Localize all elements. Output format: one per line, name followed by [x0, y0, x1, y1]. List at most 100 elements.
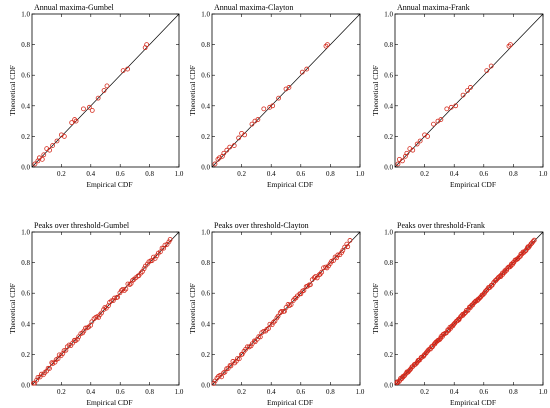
y-tick-label: 0.0: [21, 382, 30, 390]
y-tick-label: 0.4: [21, 102, 30, 110]
data-point: [54, 138, 60, 144]
data-point: [154, 253, 160, 259]
data-point: [123, 286, 129, 292]
data-point: [425, 347, 431, 353]
y-tick-label: 0.2: [201, 133, 210, 141]
data-point: [414, 141, 420, 147]
x-tick-label: 0.4: [450, 388, 459, 396]
data-point: [86, 104, 92, 110]
data-point: [221, 150, 227, 156]
x-tick-label: 1.0: [539, 170, 548, 178]
data-point: [37, 374, 43, 380]
data-point: [211, 381, 217, 386]
x-axis-label: Empirical CDF: [450, 180, 496, 189]
x-tick-label: 0.8: [326, 388, 335, 396]
data-point: [484, 68, 490, 74]
data-point: [438, 117, 444, 122]
data-point: [285, 302, 291, 307]
data-point: [112, 295, 117, 301]
plot-frame: [31, 231, 180, 386]
y-tick-label: 0.6: [21, 72, 30, 80]
data-point: [157, 249, 163, 255]
data-point: [162, 242, 168, 248]
x-tick-label: 1.0: [175, 170, 184, 178]
x-axis-label: Empirical CDF: [267, 180, 313, 189]
chart-title: Annual maxima-Clayton: [214, 3, 293, 12]
data-point: [255, 117, 261, 122]
data-point: [212, 161, 218, 167]
data-point: [101, 88, 107, 93]
reference-line: [211, 13, 361, 168]
data-point: [242, 132, 247, 138]
data-point: [144, 42, 150, 47]
y-tick-label: 0.2: [384, 351, 393, 359]
data-point: [231, 143, 237, 148]
y-tick-label: 1.0: [384, 11, 393, 19]
data-point: [60, 351, 66, 356]
data-point: [110, 298, 116, 303]
y-tick-label: 0.4: [384, 102, 393, 110]
y-tick-label: 0.2: [21, 133, 30, 141]
data-point: [301, 288, 307, 293]
data-point: [257, 334, 263, 340]
data-point: [404, 150, 410, 156]
data-point: [47, 366, 52, 371]
x-tick-label: 0.6: [479, 388, 488, 396]
chart-panel-5: Peaks over threshold-Clayton 0.0 0.2 0.4 0.6…: [188, 221, 365, 407]
data-point: [96, 315, 102, 320]
x-tick-label: 0.2: [57, 388, 66, 396]
y-tick-label: 0.0: [384, 164, 393, 172]
y-tick-label: 0.4: [201, 320, 210, 328]
x-tick-label: 1.0: [539, 388, 548, 396]
data-point: [161, 245, 167, 251]
y-axis-label: Theoretical CDF: [8, 65, 17, 116]
x-tick-label: 0.2: [237, 170, 246, 178]
chart-panel-3: Annual maxima-Frank 0.0 0.2 0.4 0.6 0.8 1.0 0.2…: [371, 3, 548, 189]
y-tick-label: 0.0: [201, 382, 210, 390]
data-point: [399, 158, 405, 164]
data-point: [74, 336, 80, 342]
y-tick-label: 0.0: [201, 164, 210, 172]
y-tick-label: 1.0: [384, 229, 393, 237]
y-tick-label: 1.0: [21, 11, 30, 19]
data-point: [461, 311, 467, 317]
y-tick-label: 1.0: [201, 229, 210, 237]
data-point: [448, 104, 454, 110]
data-point: [61, 348, 67, 354]
data-point: [217, 372, 223, 378]
data-point: [219, 374, 224, 380]
data-point: [323, 43, 329, 49]
x-tick-label: 0.4: [86, 388, 95, 396]
data-point: [115, 294, 121, 300]
data-point: [267, 321, 273, 327]
y-tick-label: 1.0: [21, 229, 30, 237]
data-point: [307, 282, 313, 288]
data-point: [236, 356, 242, 362]
data-point: [523, 248, 529, 254]
x-tick-label: 1.0: [356, 170, 365, 178]
data-point: [127, 282, 133, 287]
y-tick-label: 0.8: [21, 41, 30, 49]
y-tick-label: 0.6: [384, 72, 393, 80]
x-tick-label: 0.4: [267, 170, 276, 178]
data-point: [235, 356, 240, 361]
data-point: [345, 244, 351, 250]
data-point: [453, 103, 459, 109]
data-point: [270, 103, 276, 109]
data-point: [233, 358, 239, 364]
x-tick-label: 0.2: [57, 170, 66, 178]
y-axis-label: Theoretical CDF: [8, 283, 17, 334]
y-axis-label: Theoretical CDF: [188, 65, 197, 116]
data-point: [347, 238, 353, 243]
x-tick-label: 1.0: [356, 388, 365, 396]
data-point: [224, 147, 230, 153]
data-point: [266, 326, 271, 331]
data-point: [410, 147, 416, 153]
data-point: [506, 43, 512, 49]
data-point: [35, 374, 41, 380]
y-tick-label: 0.2: [21, 351, 30, 359]
data-point: [49, 360, 55, 366]
y-tick-label: 0.0: [384, 382, 393, 390]
